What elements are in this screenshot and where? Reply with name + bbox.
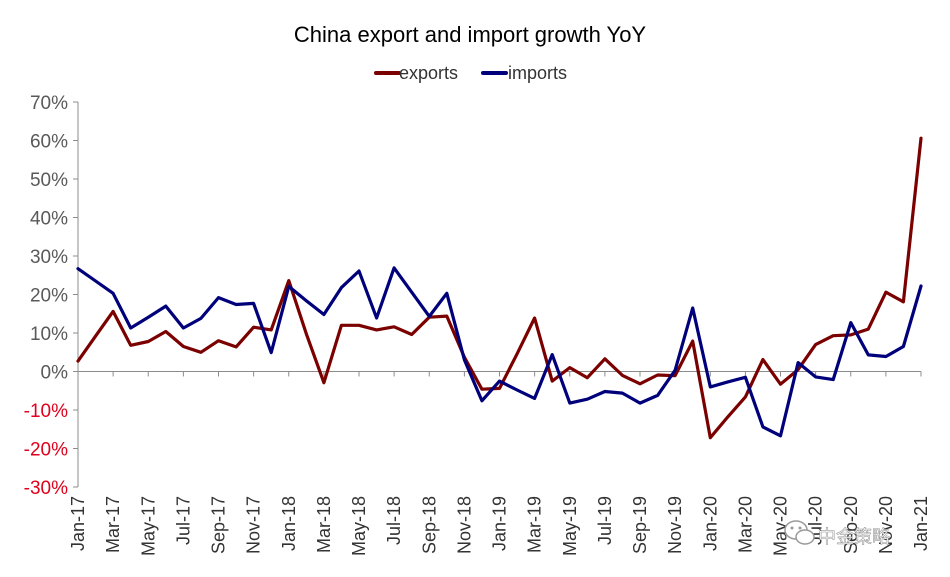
legend: exports imports [374,63,567,83]
x-tick-label: Jan-18 [279,496,299,551]
watermark-text: 中金策略 [818,527,890,548]
x-tick-label: Jan-21 [911,496,931,551]
legend-label-imports: imports [508,63,567,83]
x-tick-label: Mar-20 [735,496,755,553]
y-tick-label: 30% [30,247,68,268]
x-tick-label: Jul-17 [173,496,193,545]
y-tick-label: 40% [30,209,68,230]
x-tick-label: Jan-20 [700,496,720,551]
y-tick-label: 70% [30,93,68,114]
y-tick-label: 60% [30,132,68,153]
x-tick-label: Jan-19 [490,496,510,551]
y-tick-label: 10% [30,324,68,345]
y-axis: 70% 60% 50% 40% 30% 20% 10% 0% -10% -20% -30% [24,93,79,499]
series-line-exports [76,136,923,440]
chart-title: China export and import growth YoY [294,22,647,47]
x-tick-label: Nov-20 [876,496,896,554]
plot-area [76,136,923,440]
x-tick-label: Nov-18 [454,496,474,554]
x-tick-label: May-20 [771,496,791,556]
x-tick-label: May-17 [138,496,158,556]
x-tick-label: May-19 [560,496,580,556]
series-line-imports [76,266,923,438]
watermark: 中金策略 [784,520,890,548]
y-tick-label: 0% [41,363,69,384]
x-tick-label: Sep-17 [209,496,229,554]
x-tick-label: Jul-18 [384,496,404,545]
x-tick-label: Mar-18 [314,496,334,553]
y-tick-label: -20% [24,440,68,461]
x-tick-label: Mar-17 [103,496,123,553]
x-tick-label: Sep-18 [419,496,439,554]
x-tick-label: Jan-17 [68,496,88,551]
x-tick-label: Sep-19 [630,496,650,554]
y-tick-label: 20% [30,286,68,307]
y-tick-label: 50% [30,170,68,191]
x-tick-label: Sep-20 [841,496,861,554]
wechat-icon [784,520,815,545]
y-tick-label: -30% [24,478,68,499]
x-axis: Jan-17 Mar-17 May-17 Jul-17 Sep-17 Nov-17 Jan-… [68,371,931,556]
x-tick-label: Mar-19 [525,496,545,553]
x-tick-label: Nov-17 [244,496,264,554]
x-tick-label: Jul-19 [595,496,615,545]
x-tick-label: Nov-19 [665,496,685,554]
x-tick-label: May-18 [349,496,369,556]
y-tick-label: -10% [24,401,68,422]
legend-label-exports: exports [399,63,458,83]
